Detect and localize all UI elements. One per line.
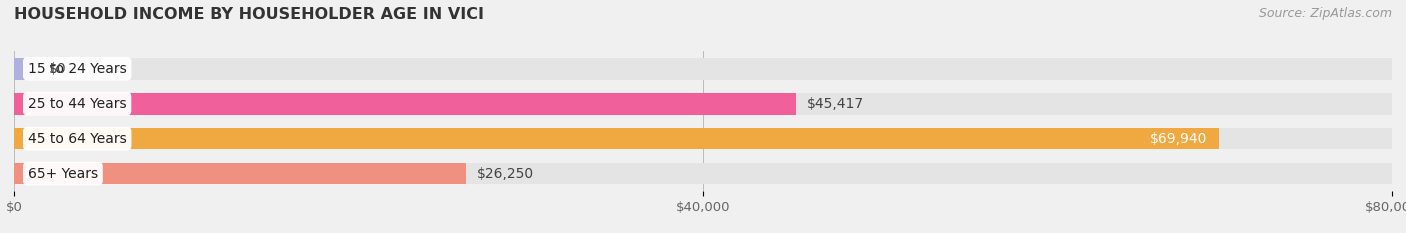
- Text: HOUSEHOLD INCOME BY HOUSEHOLDER AGE IN VICI: HOUSEHOLD INCOME BY HOUSEHOLDER AGE IN V…: [14, 7, 484, 22]
- Text: $45,417: $45,417: [807, 97, 865, 111]
- Bar: [14, 128, 1219, 150]
- Text: $69,940: $69,940: [1150, 132, 1208, 146]
- Text: 65+ Years: 65+ Years: [28, 167, 98, 181]
- Bar: [14, 58, 1392, 80]
- Text: $0: $0: [48, 62, 66, 76]
- Text: 25 to 44 Years: 25 to 44 Years: [28, 97, 127, 111]
- Bar: [14, 128, 1392, 150]
- Bar: [14, 93, 796, 115]
- Text: $26,250: $26,250: [477, 167, 534, 181]
- Bar: [14, 93, 1392, 115]
- Text: 15 to 24 Years: 15 to 24 Years: [28, 62, 127, 76]
- Bar: [14, 163, 1392, 185]
- Bar: [14, 58, 39, 80]
- Text: Source: ZipAtlas.com: Source: ZipAtlas.com: [1258, 7, 1392, 20]
- Bar: [14, 163, 467, 185]
- Text: 45 to 64 Years: 45 to 64 Years: [28, 132, 127, 146]
